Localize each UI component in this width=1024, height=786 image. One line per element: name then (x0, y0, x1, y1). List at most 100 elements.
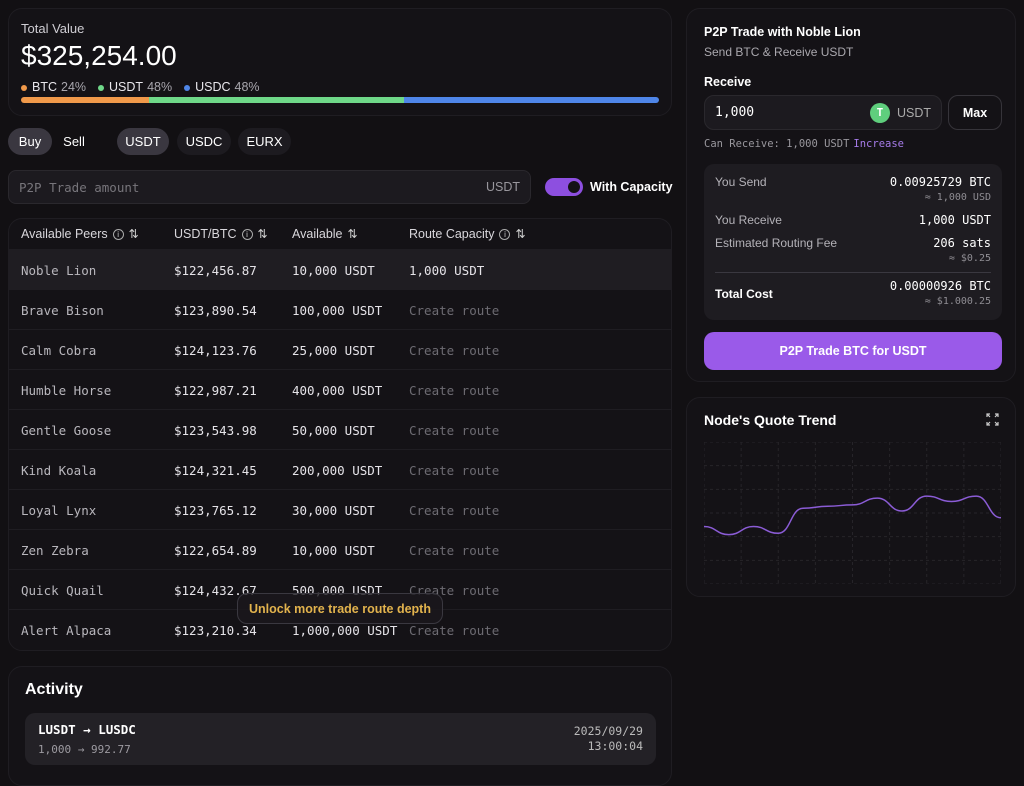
route-capacity[interactable]: Create route (409, 503, 500, 518)
fee-value: 206 sats (933, 236, 991, 250)
header-route-capacity[interactable]: Route Capacity i ⇅ (409, 227, 526, 241)
total-value: $325,254.00 (21, 40, 177, 71)
legend-pct: 48% (234, 80, 260, 94)
allocation-segment-usdc (403, 97, 659, 103)
available: 400,000 USDT (292, 383, 383, 398)
total-cost-value: 0.00000926 BTC (889, 279, 991, 293)
sort-icon[interactable]: ⇅ (128, 227, 139, 241)
increase-link[interactable]: Increase (853, 138, 904, 150)
legend-asset: BTC (32, 80, 57, 94)
receive-value: 1,000 (715, 105, 755, 120)
peer-name: Quick Quail (21, 583, 104, 598)
total-cost-usd: ≈ $1.000.25 (924, 296, 991, 307)
with-capacity-label: With Capacity (590, 180, 673, 194)
available: 10,000 USDT (292, 543, 375, 558)
route-capacity[interactable]: Create route (409, 303, 500, 318)
price: $122,654.89 (174, 543, 257, 558)
legend-item-usdc: USDC 48% (184, 80, 260, 94)
activity-pair: LUSDT → LUSDC (38, 722, 136, 737)
info-icon[interactable]: i (499, 228, 511, 240)
legend-dot (184, 84, 191, 91)
activity-title: Activity (25, 681, 83, 698)
you-send-usd: ≈ 1,000 USD (924, 192, 991, 203)
header-available[interactable]: Available ⇅ (292, 227, 358, 241)
route-capacity[interactable]: Create route (409, 543, 500, 558)
expand-icon[interactable] (986, 413, 999, 426)
sort-icon[interactable]: ⇅ (347, 227, 358, 241)
tab-buy[interactable]: Buy (8, 128, 52, 155)
allocation-bar (21, 97, 659, 103)
table-row[interactable]: Loyal Lynx $123,765.12 30,000 USDT Create r… (9, 489, 671, 529)
tab-eurx[interactable]: EURX (238, 128, 291, 155)
available: 50,000 USDT (292, 423, 375, 438)
trade-card: P2P Trade with Noble Lion Send BTC & Rec… (686, 8, 1016, 382)
legend-pct: 48% (147, 80, 173, 94)
trade-subtitle: Send BTC & Receive USDT (704, 45, 854, 59)
header-label: Available Peers (21, 227, 108, 241)
table-row[interactable]: Noble Lion $122,456.87 10,000 USDT 1,000 US… (9, 249, 671, 289)
receive-unit: USDT (896, 105, 931, 120)
peer-name: Brave Bison (21, 303, 104, 318)
price: $124,432.67 (174, 583, 257, 598)
tab-usdt[interactable]: USDT (117, 128, 169, 155)
table-row[interactable]: Calm Cobra $124,123.76 25,000 USDT Create r… (9, 329, 671, 369)
route-capacity[interactable]: Create route (409, 463, 500, 478)
legend-dot (98, 84, 105, 91)
tab-sell[interactable]: Sell (63, 134, 85, 149)
header-peers[interactable]: Available Peers i ⇅ (21, 227, 139, 241)
sort-icon[interactable]: ⇅ (515, 227, 526, 241)
price: $123,210.34 (174, 623, 257, 638)
info-icon[interactable]: i (241, 228, 253, 240)
info-icon[interactable]: i (112, 228, 124, 240)
max-button[interactable]: Max (948, 95, 1002, 130)
price: $123,765.12 (174, 503, 257, 518)
divider (715, 272, 991, 273)
legend-dot (21, 84, 27, 91)
total-cost-label: Total Cost (715, 287, 773, 301)
legend-pct: 24% (61, 80, 87, 94)
activity-card: Activity LUSDT → LUSDC 1,000 → 992.77 20… (8, 666, 672, 786)
activity-item[interactable]: LUSDT → LUSDC 1,000 → 992.77 2025/09/29 1… (25, 713, 656, 765)
usdt-token-icon: T (869, 102, 890, 123)
trade-summary: You Send 0.00925729 BTC ≈ 1,000 USD You … (704, 164, 1002, 320)
peer-name: Alert Alpaca (21, 623, 112, 638)
table-row[interactable]: Kind Koala $124,321.45 200,000 USDT Create … (9, 449, 671, 489)
p2p-trade-button[interactable]: P2P Trade BTC for USDT (704, 332, 1002, 370)
route-capacity[interactable]: Create route (409, 343, 500, 358)
trade-amount-unit: USDT (485, 180, 520, 194)
receive-label: Receive (704, 75, 752, 89)
available: 200,000 USDT (292, 463, 383, 478)
available: 1,000,000 USDT (292, 623, 398, 638)
legend-item-btc: BTC 24% (21, 80, 86, 94)
table-row[interactable]: Alert Alpaca $123,210.34 1,000,000 USDT Cre… (9, 609, 671, 649)
peer-name: Gentle Goose (21, 423, 112, 438)
receive-input[interactable]: 1,000 T USDT (704, 95, 942, 130)
header-price[interactable]: USDT/BTC i ⇅ (174, 227, 268, 241)
tab-usdc[interactable]: USDC (177, 128, 231, 155)
peer-name: Humble Horse (21, 383, 112, 398)
sort-icon[interactable]: ⇅ (257, 227, 268, 241)
trade-amount-input[interactable]: P2P Trade amount USDT (8, 170, 531, 204)
route-capacity[interactable]: Create route (409, 383, 500, 398)
total-value-label: Total Value (21, 21, 85, 36)
peer-name: Calm Cobra (21, 343, 97, 358)
trade-amount-placeholder: P2P Trade amount (19, 179, 140, 195)
fee-usd: ≈ $0.25 (948, 253, 991, 264)
with-capacity-toggle[interactable] (545, 178, 583, 196)
header-label: Route Capacity (409, 227, 495, 241)
can-receive-text: Can Receive: 1,000 USDT (704, 138, 850, 150)
you-send-value: 0.00925729 BTC (889, 175, 991, 189)
peer-name: Kind Koala (21, 463, 97, 478)
available: 25,000 USDT (292, 343, 375, 358)
header-label: USDT/BTC (174, 227, 237, 241)
quote-trend-chart (704, 442, 1001, 584)
table-row[interactable]: Zen Zebra $122,654.89 10,000 USDT Create ro… (9, 529, 671, 569)
table-row[interactable]: Gentle Goose $123,543.98 50,000 USDT Create… (9, 409, 671, 449)
table-row[interactable]: Brave Bison $123,890.54 100,000 USDT Create… (9, 289, 671, 329)
available: 100,000 USDT (292, 303, 383, 318)
route-capacity[interactable]: Create route (409, 423, 500, 438)
unlock-route-depth-button[interactable]: Unlock more trade route depth (237, 593, 443, 624)
route-capacity[interactable]: Create route (409, 623, 500, 638)
table-row[interactable]: Humble Horse $122,987.21 400,000 USDT Creat… (9, 369, 671, 409)
you-send-label: You Send (715, 175, 767, 189)
